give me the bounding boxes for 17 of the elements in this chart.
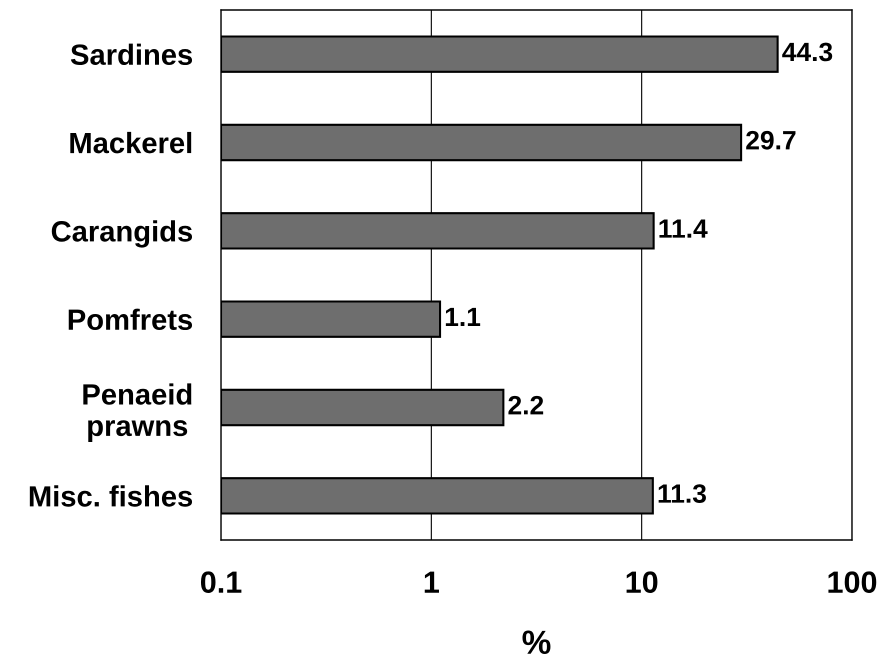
y-tick-label: Misc. fishes [30,485,192,507]
y-tick-label: Pomfrets [68,308,192,330]
data-label: 1.1 [446,308,480,326]
y-tick-label: Carangids [52,220,192,248]
x-tick-label: 10 [626,571,658,593]
x-tick-label: 100 [828,571,876,593]
data-label: 29.7 [746,130,796,150]
y-tick-label: Sardines [70,44,192,66]
x-tick-label: 0.1 [200,571,242,593]
y-tick-label: Penaeid prawns [83,383,192,442]
x-axis-title: % [522,630,550,654]
data-label: 11.3 [658,484,706,503]
data-label: 2.2 [508,396,544,414]
data-label: 44.3 [782,42,832,62]
x-tick-label: 1 [424,572,439,593]
data-label: 11.4 [659,220,708,238]
y-tick-label: Mackerel [70,132,192,154]
